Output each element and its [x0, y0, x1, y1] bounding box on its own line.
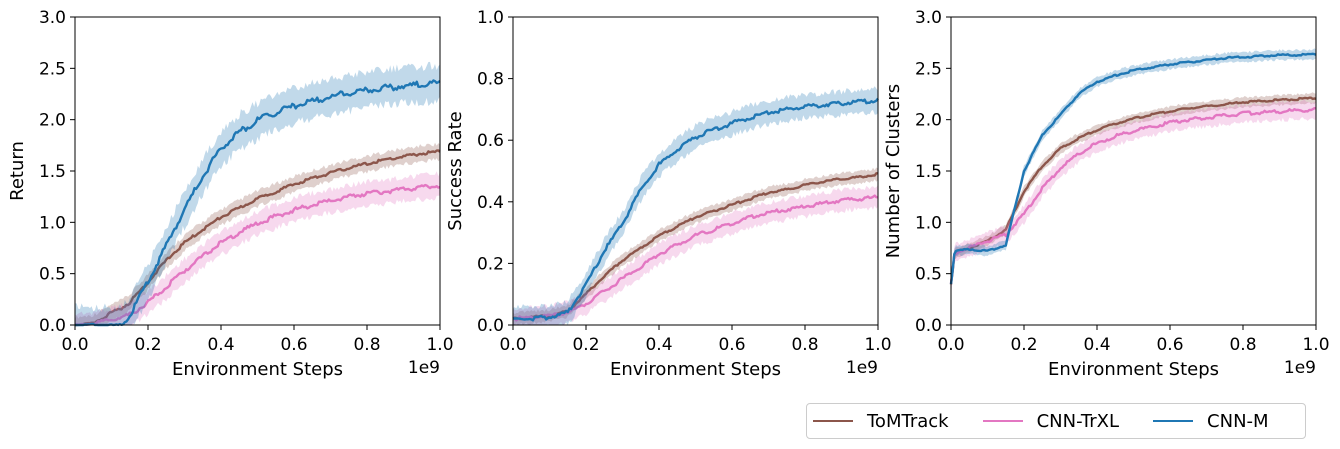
x-tick-label-5-p2: 1.0: [864, 335, 891, 355]
x-tick-label-3-p2: 0.6: [718, 335, 745, 355]
x-tick-label-2-p2: 0.4: [645, 335, 672, 355]
x-tick-label-5-p3: 1.0: [1302, 335, 1329, 355]
band-cnn-m-p2: [513, 86, 878, 325]
y-tick-label-1-p1: 0.5: [39, 265, 66, 285]
axes-frame-p1: [74, 16, 441, 326]
x-tick-label-1-p2: 0.2: [572, 335, 599, 355]
y-tick-label-2-p2: 0.4: [477, 193, 504, 213]
legend-swatch-cnn-m: [1153, 420, 1194, 422]
line-cnn-m-p3: [949, 52, 1317, 285]
x-tick-label-3-p3: 0.6: [1156, 335, 1183, 355]
y-tick-label-1-p3: 0.5: [915, 265, 942, 285]
legend-item-tomtrack: ToMTrack: [813, 411, 949, 432]
legend-label-tomtrack: ToMTrack: [867, 410, 949, 432]
x-tick-label-1-p1: 0.2: [134, 335, 161, 355]
y-tick-label-6-p1: 3.0: [39, 8, 66, 28]
x-tick-label-2-p3: 0.4: [1083, 335, 1110, 355]
line-cnn-trxl-p2: [512, 194, 879, 322]
y-tick-label-5-p2: 1.0: [477, 8, 504, 28]
x-axis-label-p1: Environment Steps: [172, 359, 343, 380]
line-cnn-trxl-p1: [74, 183, 441, 326]
line-tomtrack-p1: [75, 149, 441, 327]
line-cnn-m-p1: [75, 79, 441, 327]
y-tick-label-3-p3: 1.5: [915, 162, 942, 182]
band-cnn-m-p1: [75, 61, 440, 326]
y-tick-label-1-p2: 0.2: [477, 254, 504, 274]
y-axis-label-p2: Success Rate: [445, 111, 466, 230]
line-cnn-trxl-p3: [949, 107, 1317, 284]
x-tick-label-4-p3: 0.8: [1229, 335, 1256, 355]
y-tick-label-3-p1: 1.5: [39, 162, 66, 182]
x-tick-label-4-p2: 0.8: [791, 335, 818, 355]
y-tick-label-4-p1: 2.0: [39, 111, 66, 131]
band-cnn-trxl-p3: [951, 99, 1316, 295]
x-tick-label-2-p1: 0.4: [207, 335, 234, 355]
chart-panel-2: 0.0 0.2 0.4 0.6 0.8 1.0 0.0 0.2 0.4 0.6 0.8 1.0 Envi…: [445, 8, 892, 380]
x-scale-label-p2: 1e9: [846, 358, 878, 378]
x-axis-label-p2: Environment Steps: [610, 359, 781, 380]
chart-panel-1: 0.0 0.2 0.4 0.6 0.8 1.0 0.0 0.5 1.0 1.5 2.0 2.5 3.0 E…: [7, 8, 454, 380]
chart-panel-3: 0.0 0.2 0.4 0.6 0.8 1.0 0.0 0.5 1.0 1.5 2.0 2.5 3.0 E…: [883, 8, 1330, 380]
line-tomtrack-p2: [512, 172, 878, 321]
x-tick-label-0-p2: 0.0: [499, 335, 526, 355]
y-tick-label-3-p2: 0.6: [477, 131, 504, 151]
x-tick-label-4-p1: 0.8: [353, 335, 380, 355]
y-tick-label-5-p1: 2.5: [39, 59, 66, 79]
y-tick-label-4-p2: 0.8: [477, 70, 504, 90]
y-axis-label-p1: Return: [7, 141, 28, 201]
x-tick-label-0-p1: 0.0: [61, 335, 88, 355]
axes-frame-p2: [512, 16, 879, 326]
legend-item-cnn-m: CNN-M: [1153, 411, 1269, 432]
y-tick-label-6-p3: 3.0: [915, 8, 942, 28]
line-cnn-m-p2: [512, 97, 879, 322]
y-tick-label-5-p3: 2.5: [915, 59, 942, 79]
x-axis-label-p3: Environment Steps: [1048, 359, 1219, 380]
band-cnn-m-p3: [951, 48, 1316, 289]
y-tick-label-0-p3: 0.0: [915, 316, 942, 336]
x-scale-label-p3: 1e9: [1284, 358, 1316, 378]
y-tick-label-0-p2: 0.0: [477, 316, 504, 336]
y-tick-label-2-p3: 1.0: [915, 213, 942, 233]
band-cnn-trxl-p1: [75, 171, 440, 325]
legend-swatch-tomtrack: [813, 420, 853, 422]
x-tick-label-0-p3: 0.0: [937, 335, 964, 355]
y-tick-label-2-p1: 1.0: [39, 213, 66, 233]
legend-label-cnn-trxl: CNN-TrXL: [1036, 410, 1120, 432]
x-scale-label-p1: 1e9: [408, 358, 440, 378]
legend-item-cnn-trxl: CNN-TrXL: [982, 410, 1120, 432]
legend: ToMTrack CNN-TrXL CNN-M: [806, 403, 1306, 439]
x-tick-label-1-p3: 0.2: [1010, 335, 1037, 355]
x-tick-label-5-p1: 1.0: [426, 335, 453, 355]
legend-swatch-cnn-trxl: [982, 420, 1023, 422]
band-tomtrack-p1: [75, 142, 440, 325]
legend-label-cnn-m: CNN-M: [1207, 410, 1269, 432]
x-tick-label-3-p1: 0.6: [280, 335, 307, 355]
y-axis-label-p3: Number of Clusters: [883, 84, 904, 258]
band-tomtrack-p2: [513, 167, 878, 325]
y-tick-label-0-p1: 0.0: [39, 316, 66, 336]
y-tick-label-4-p3: 2.0: [915, 111, 942, 131]
axes-frame-p3: [950, 16, 1317, 326]
